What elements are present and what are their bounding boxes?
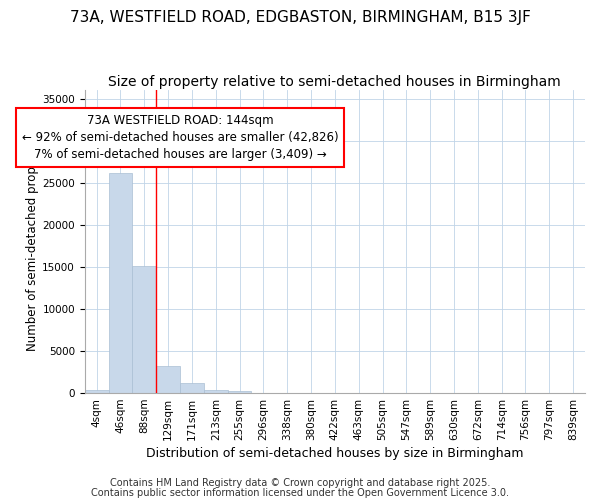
Text: Contains public sector information licensed under the Open Government Licence 3.: Contains public sector information licen… bbox=[91, 488, 509, 498]
Bar bbox=[109, 172, 133, 393]
Text: 73A, WESTFIELD ROAD, EDGBASTON, BIRMINGHAM, B15 3JF: 73A, WESTFIELD ROAD, EDGBASTON, BIRMINGH… bbox=[70, 10, 530, 25]
Y-axis label: Number of semi-detached properties: Number of semi-detached properties bbox=[26, 132, 40, 351]
Title: Size of property relative to semi-detached houses in Birmingham: Size of property relative to semi-detach… bbox=[109, 75, 561, 89]
Text: 73A WESTFIELD ROAD: 144sqm
← 92% of semi-detached houses are smaller (42,826)
7%: 73A WESTFIELD ROAD: 144sqm ← 92% of semi… bbox=[22, 114, 338, 160]
Bar bbox=[204, 390, 227, 393]
Bar bbox=[133, 266, 156, 393]
Bar bbox=[180, 383, 204, 393]
Text: Contains HM Land Registry data © Crown copyright and database right 2025.: Contains HM Land Registry data © Crown c… bbox=[110, 478, 490, 488]
Bar bbox=[227, 392, 251, 393]
Bar bbox=[85, 390, 109, 393]
Bar bbox=[156, 366, 180, 393]
X-axis label: Distribution of semi-detached houses by size in Birmingham: Distribution of semi-detached houses by … bbox=[146, 447, 524, 460]
